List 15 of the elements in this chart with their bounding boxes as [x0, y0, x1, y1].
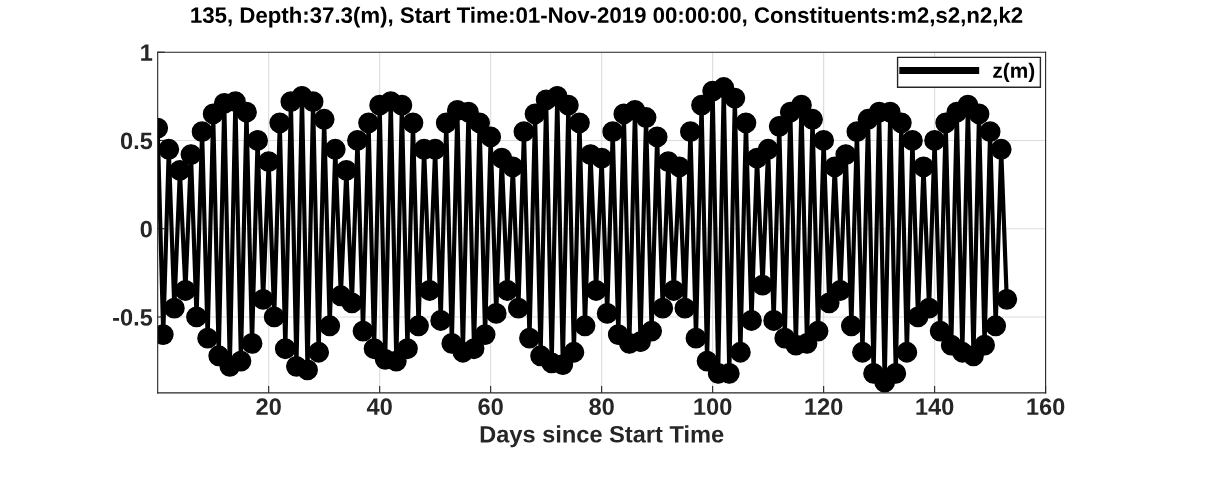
x-tick-label: 160	[1027, 398, 1065, 416]
x-tick-label: 20	[256, 398, 281, 416]
chart-title: 135, Depth:37.3(m), Start Time:01-Nov-2019 00:00:00, Constituents:m2,s2,n2,k2	[191, 6, 1023, 28]
y-tick-label: 1	[141, 44, 153, 61]
x-tick-label: 40	[366, 398, 392, 416]
x-tick-label: 60	[478, 398, 503, 416]
legend-label: z(m)	[993, 62, 1035, 83]
y-tick-label: 0	[140, 220, 152, 238]
x-tick-label: 140	[916, 398, 954, 416]
y-tick-label: -0.5	[113, 309, 153, 326]
x-tick-label: 120	[805, 398, 843, 416]
x-tick-label: 80	[589, 398, 614, 416]
x-axis-title: Days since Start Time	[480, 425, 724, 448]
x-tick-label: 100	[694, 398, 732, 416]
y-tick-label: 0.5	[120, 132, 153, 150]
